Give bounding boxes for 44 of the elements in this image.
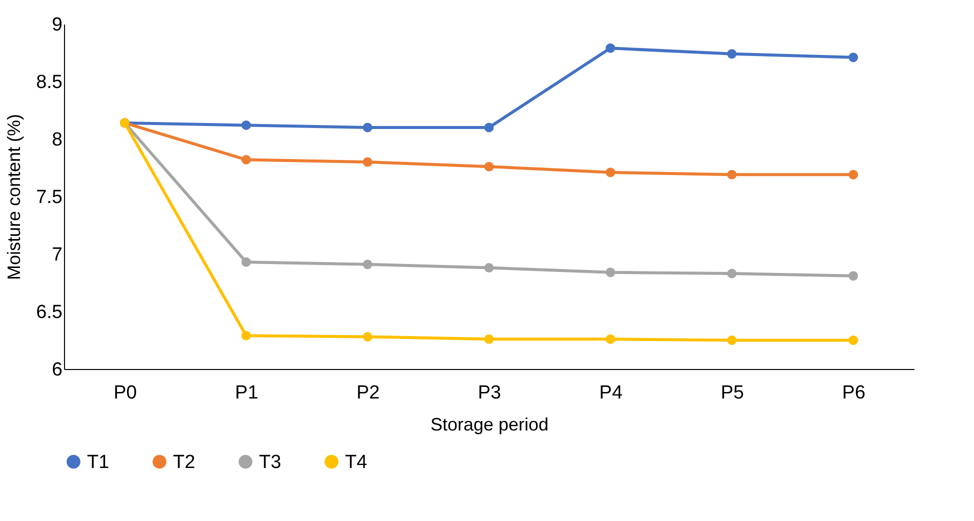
point	[362, 157, 372, 167]
x-tick-label: P1	[235, 382, 258, 404]
point	[727, 336, 737, 345]
point	[727, 268, 737, 278]
point	[848, 52, 858, 62]
point	[241, 120, 251, 130]
y-tick-label: 6	[52, 360, 62, 380]
x-tick-label: P6	[842, 382, 866, 404]
point	[484, 162, 494, 172]
y-tick-label: 8	[52, 130, 62, 150]
x-tick-label: P0	[114, 382, 137, 404]
point	[484, 122, 494, 132]
point	[727, 49, 737, 59]
x-tick-label: P5	[720, 382, 744, 404]
point	[727, 170, 737, 180]
y-tick-label: 7.5	[36, 187, 62, 208]
legend-label: T1	[87, 452, 110, 473]
point	[362, 260, 372, 270]
x-axis-title: Storage period	[430, 414, 549, 434]
legend-label: T3	[259, 452, 282, 473]
y-tick-label: 7	[52, 244, 62, 266]
point	[606, 268, 616, 278]
y-axis-title: Moisture content (%)	[4, 114, 24, 280]
y-tick-label: 8.5	[36, 72, 62, 93]
point	[848, 336, 858, 345]
x-tick-label: P4	[599, 382, 623, 404]
point	[362, 332, 372, 342]
point	[362, 122, 372, 132]
x-tick-label: P3	[478, 382, 502, 404]
x-tick-label: P2	[356, 382, 380, 404]
point	[848, 271, 858, 281]
point	[241, 257, 251, 267]
y-tick-label: 6.5	[36, 302, 62, 323]
point	[241, 154, 251, 164]
y-tick-label: 9	[52, 14, 62, 36]
point	[606, 43, 616, 53]
legend-label: T2	[173, 452, 196, 473]
legend-label: T4	[345, 452, 368, 473]
point	[484, 263, 494, 273]
point	[241, 330, 251, 340]
point	[606, 334, 616, 344]
point	[484, 334, 494, 344]
point	[848, 170, 858, 180]
point	[606, 168, 616, 178]
